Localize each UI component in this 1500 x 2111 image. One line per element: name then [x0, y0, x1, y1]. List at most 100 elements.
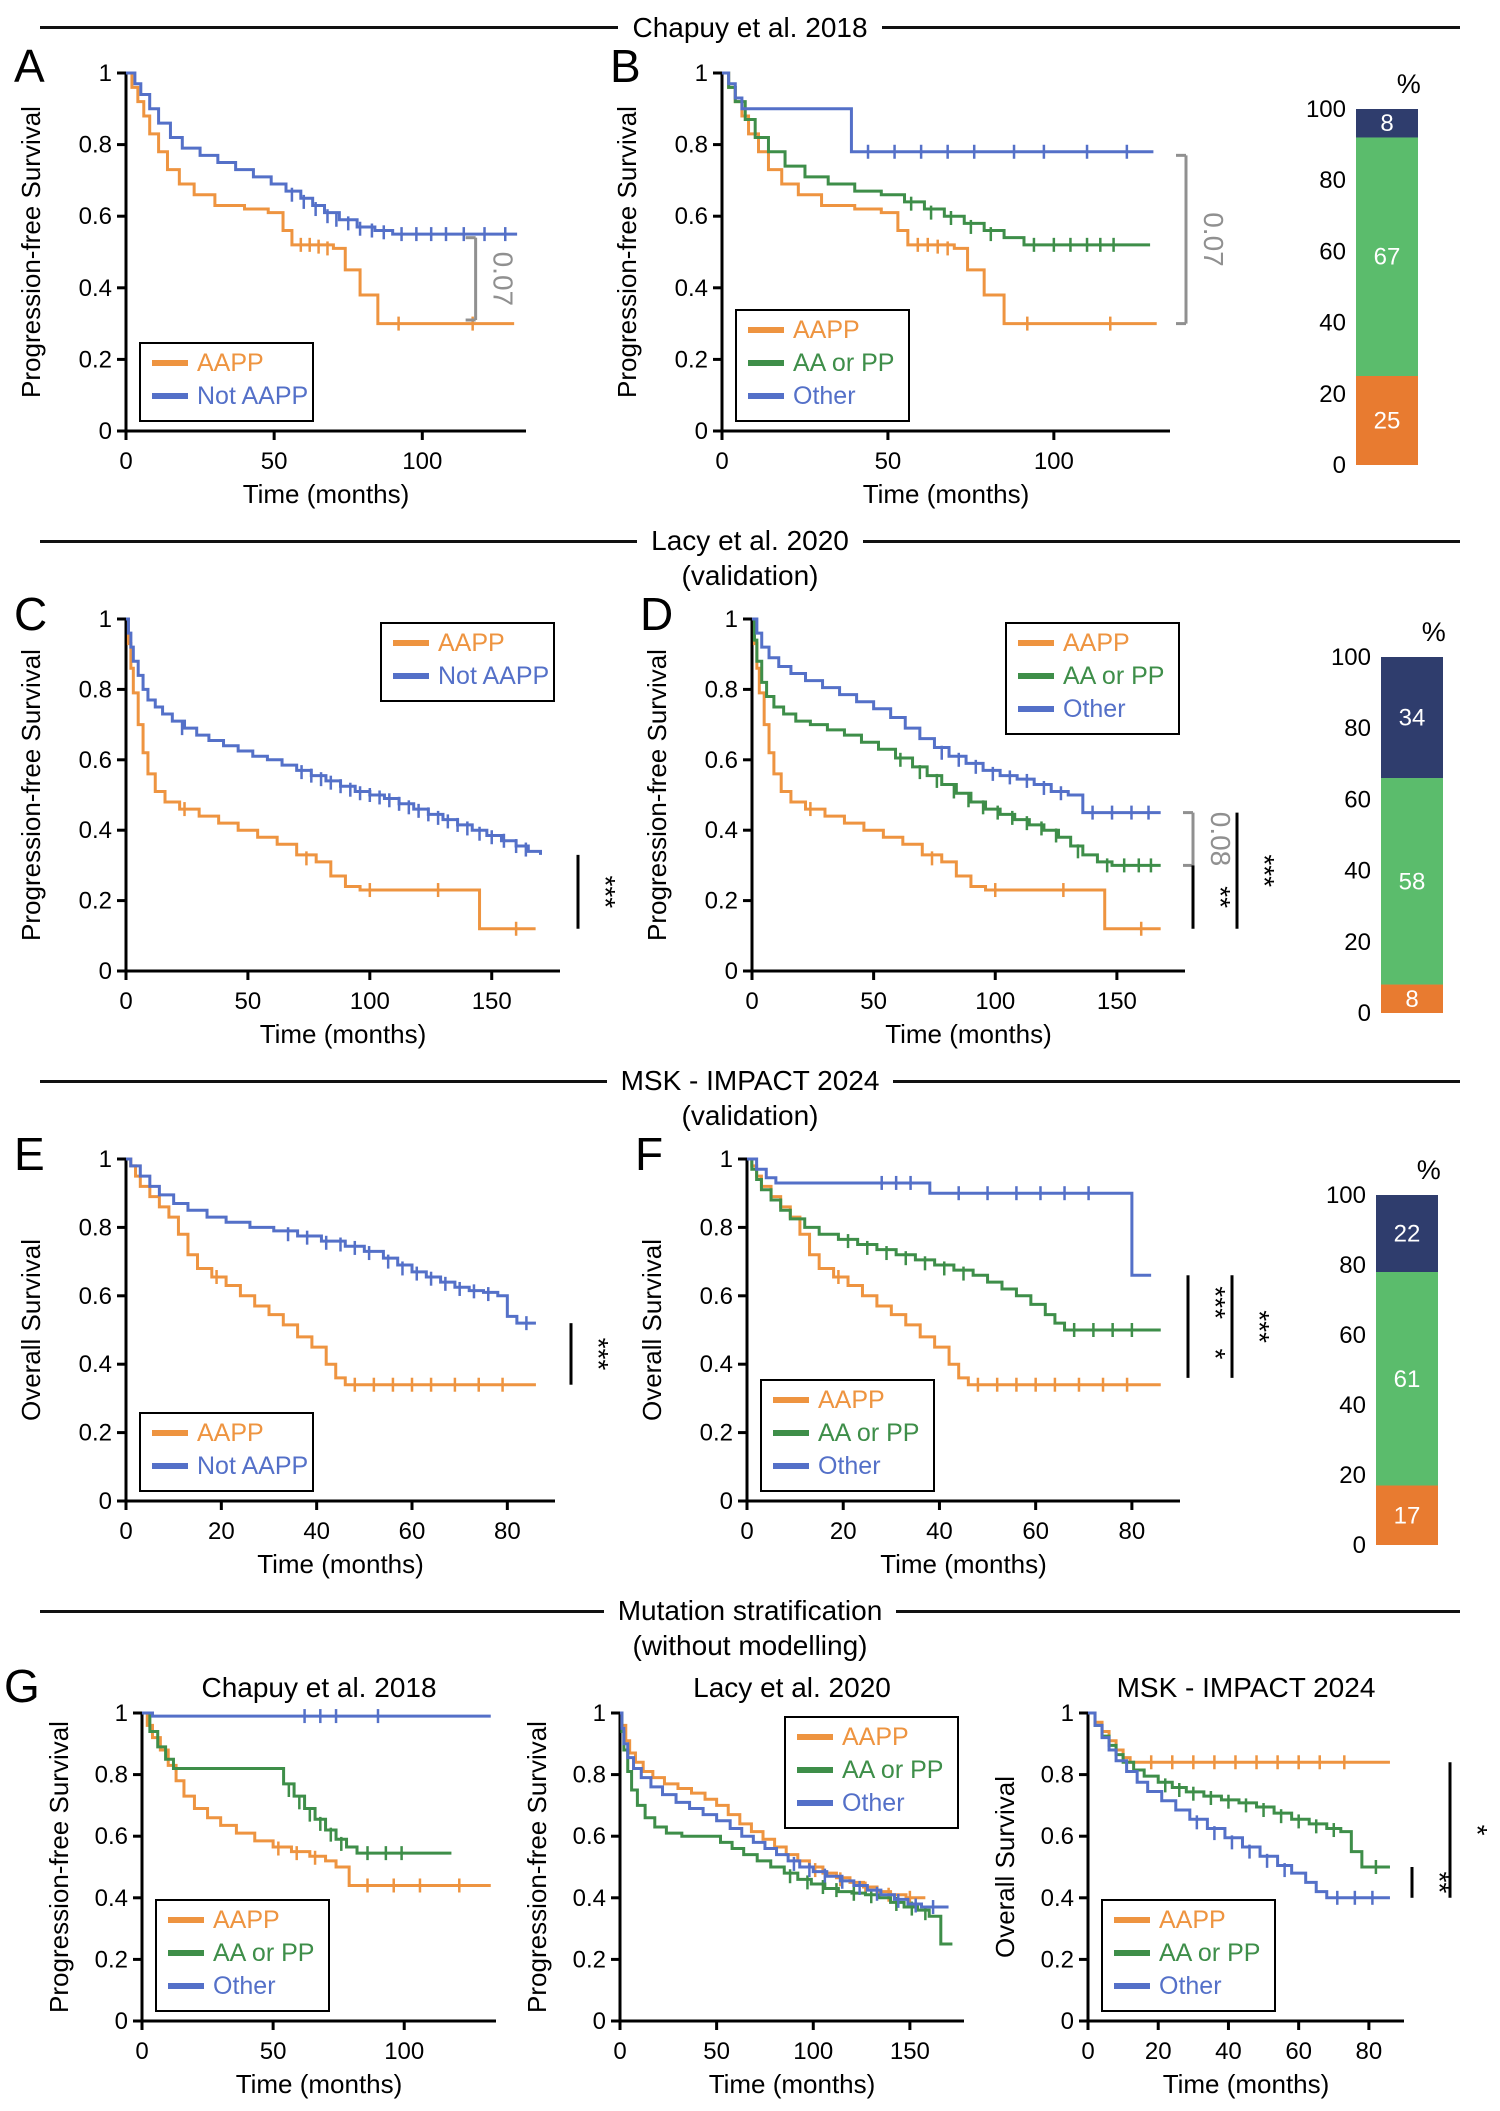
svg-text:***: *** [1200, 1286, 1231, 1319]
svg-text:40: 40 [1344, 858, 1371, 885]
svg-text:Time (months): Time (months) [1163, 2069, 1330, 2099]
svg-text:AA or PP: AA or PP [793, 349, 894, 377]
svg-text:0.4: 0.4 [700, 1351, 733, 1378]
svg-text:Progression-free Survival: Progression-free Survival [522, 1721, 552, 2013]
svg-text:***: *** [590, 875, 621, 908]
stacked-bar-D: 0 20 40 60 80 100% 8 58 34 [1331, 617, 1446, 1027]
section-header-chapuy: Chapuy et al. 2018 [0, 10, 1500, 45]
svg-text:0: 0 [720, 1488, 733, 1515]
svg-text:0.6: 0.6 [95, 1823, 128, 1850]
svg-text:0.2: 0.2 [79, 346, 112, 373]
panel-D-stacked-bar: 0 20 40 60 80 100% 8 58 34 [1301, 595, 1500, 1057]
svg-text:Time (months): Time (months) [885, 1019, 1052, 1049]
svg-text:150: 150 [1097, 988, 1137, 1015]
section-header-lacy: Lacy et al. 2020 (validation) [0, 523, 1500, 593]
svg-text:%: % [1417, 1155, 1441, 1185]
svg-text:0.6: 0.6 [79, 203, 112, 230]
svg-text:80: 80 [1344, 715, 1371, 742]
svg-text:0: 0 [740, 1518, 753, 1545]
svg-text:0.4: 0.4 [79, 275, 112, 302]
km-plot-G-lacy: Lacy et al. 2020 0 50 100 150 0 0.2 0.4 0.6 0.8 1 T… [522, 1672, 964, 2099]
svg-text:1: 1 [725, 606, 738, 633]
svg-text:Progression-free Survival: Progression-free Survival [16, 649, 46, 941]
svg-text:AAPP: AAPP [793, 316, 860, 344]
section-subtitle-mutation: (without modelling) [632, 1630, 868, 1661]
svg-text:17: 17 [1394, 1502, 1421, 1529]
svg-text:0.2: 0.2 [675, 346, 708, 373]
svg-text:0: 0 [593, 2008, 606, 2035]
svg-text:0.4: 0.4 [1041, 1885, 1074, 1912]
svg-text:40: 40 [303, 1518, 330, 1545]
svg-text:0.4: 0.4 [79, 817, 112, 844]
panel-G-lacy: Lacy et al. 2020 0 50 100 150 0 0.2 0.4 0.6 0.8 1 T… [520, 1665, 982, 2107]
svg-text:0: 0 [135, 2038, 148, 2065]
svg-text:0.8: 0.8 [700, 1214, 733, 1241]
svg-text:MSK - IMPACT 2024: MSK - IMPACT 2024 [1117, 1672, 1376, 1703]
svg-text:**: ** [1424, 1872, 1455, 1894]
svg-text:20: 20 [830, 1518, 857, 1545]
panel-letter-B: B [610, 40, 641, 92]
svg-text:22: 22 [1394, 1221, 1421, 1248]
svg-text:0.6: 0.6 [79, 1283, 112, 1310]
svg-text:100: 100 [975, 988, 1015, 1015]
svg-text:AA or PP: AA or PP [1159, 1939, 1260, 1967]
svg-text:50: 50 [860, 988, 887, 1015]
panel-G-msk: MSK - IMPACT 2024 0 20 40 60 80 0 0.2 0.4 0.6 0.8 1… [988, 1665, 1488, 2107]
svg-text:100: 100 [1331, 644, 1371, 671]
svg-text:0: 0 [725, 958, 738, 985]
svg-text:20: 20 [1319, 381, 1346, 408]
svg-text:100: 100 [350, 988, 390, 1015]
divider-line [40, 1610, 604, 1613]
svg-text:Progression-free Survival: Progression-free Survival [642, 649, 672, 941]
row-chapuy: A 0 50 100 0 0.2 0.4 0.6 0.8 1 Time (months) Progr… [0, 43, 1500, 517]
svg-text:0.07: 0.07 [1198, 212, 1229, 267]
panel-B: B 0 50 100 0 0.2 0.4 0.6 0.8 1 Time (months) Progr… [610, 43, 1270, 517]
svg-text:Progression-free Survival: Progression-free Survival [44, 1721, 74, 2013]
svg-text:Time (months): Time (months) [236, 2069, 403, 2099]
svg-text:0.2: 0.2 [79, 888, 112, 915]
svg-text:80: 80 [1319, 167, 1346, 194]
svg-text:25: 25 [1374, 408, 1401, 435]
svg-text:AAPP: AAPP [1159, 1906, 1226, 1934]
svg-text:0: 0 [1061, 2008, 1074, 2035]
svg-text:Time (months): Time (months) [863, 479, 1030, 509]
svg-text:%: % [1397, 69, 1421, 99]
stacked-bar-B: 0 20 40 60 80 100% 25 67 8 [1306, 69, 1421, 479]
svg-text:0: 0 [119, 448, 132, 475]
svg-text:50: 50 [703, 2038, 730, 2065]
svg-text:*: * [1200, 1348, 1231, 1359]
km-plot-A: 0 50 100 0 0.2 0.4 0.6 0.8 1 Time (months) Progres… [16, 60, 526, 509]
svg-text:0: 0 [613, 2038, 626, 2065]
svg-text:0.4: 0.4 [95, 1885, 128, 1912]
svg-text:AAPP: AAPP [818, 1386, 885, 1414]
svg-text:AAPP: AAPP [438, 629, 505, 657]
svg-text:0.2: 0.2 [1041, 1946, 1074, 1973]
svg-text:100: 100 [402, 448, 442, 475]
svg-text:0.8: 0.8 [79, 1214, 112, 1241]
section-title-chapuy: Chapuy et al. 2018 [632, 12, 868, 43]
svg-text:Time (months): Time (months) [880, 1549, 1047, 1579]
svg-text:40: 40 [1319, 310, 1346, 337]
svg-text:0.8: 0.8 [79, 132, 112, 159]
section-title-msk: MSK - IMPACT 2024 [620, 1065, 880, 1096]
svg-text:1: 1 [1061, 1700, 1074, 1727]
svg-text:0: 0 [119, 1518, 132, 1545]
svg-text:8: 8 [1380, 110, 1393, 137]
svg-text:0.8: 0.8 [573, 1762, 606, 1789]
svg-text:60: 60 [1319, 238, 1346, 265]
svg-text:0.07: 0.07 [488, 252, 519, 307]
svg-text:0.6: 0.6 [675, 203, 708, 230]
panel-E: E 0 20 40 60 80 0 0.2 0.4 0.6 0.8 1 Time (months) Ov… [14, 1131, 629, 1587]
svg-text:Time (months): Time (months) [243, 479, 410, 509]
svg-text:40: 40 [926, 1518, 953, 1545]
svg-text:80: 80 [1119, 1518, 1146, 1545]
svg-text:Time (months): Time (months) [260, 1019, 427, 1049]
svg-text:Progression-free Survival: Progression-free Survival [612, 106, 642, 398]
svg-text:AA or PP: AA or PP [213, 1939, 314, 1967]
divider-line [881, 26, 1460, 29]
svg-text:Progression-free Survival: Progression-free Survival [16, 106, 46, 398]
svg-text:60: 60 [1022, 1518, 1049, 1545]
svg-text:AA or PP: AA or PP [842, 1756, 943, 1784]
km-plot-B: 0 50 100 0 0.2 0.4 0.6 0.8 1 Time (months) Progres… [612, 60, 1229, 509]
svg-text:1: 1 [99, 60, 112, 87]
